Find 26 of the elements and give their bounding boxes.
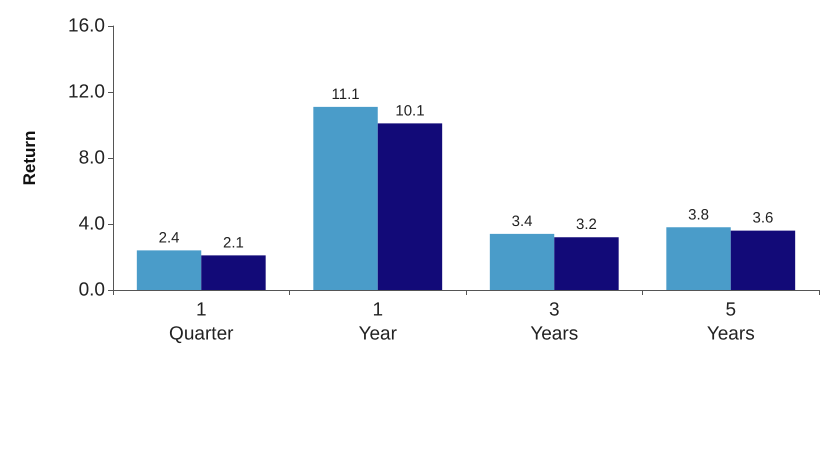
bar bbox=[313, 106, 378, 290]
x-tick-label: 1 Quarter bbox=[169, 300, 234, 344]
y-tick-label: 4.0 bbox=[78, 214, 105, 234]
bar bbox=[490, 234, 554, 290]
bar bbox=[378, 123, 442, 290]
y-axis-title: Return bbox=[20, 130, 39, 186]
y-tick-label: 8.0 bbox=[78, 148, 105, 168]
data-label: 10.1 bbox=[395, 102, 425, 120]
x-tick-label: 3 Years bbox=[530, 300, 578, 344]
y-tick-label: 16.0 bbox=[68, 16, 105, 36]
x-tick-label: 5 Years bbox=[706, 300, 755, 344]
data-label: 3.4 bbox=[512, 212, 532, 230]
bar bbox=[136, 250, 202, 290]
bar bbox=[554, 237, 619, 290]
x-tick-label: 1 Year bbox=[358, 300, 398, 344]
data-label: 11.1 bbox=[331, 86, 360, 103]
bar bbox=[730, 230, 796, 290]
data-label: 3.2 bbox=[576, 216, 597, 234]
bar bbox=[666, 227, 731, 290]
y-tick-label: 12.0 bbox=[68, 82, 105, 102]
data-label: 2.1 bbox=[223, 234, 244, 252]
y-tick-label: 0.0 bbox=[78, 280, 105, 300]
data-label: 3.8 bbox=[688, 206, 709, 224]
data-label: 3.6 bbox=[752, 210, 774, 227]
data-label: 2.4 bbox=[158, 229, 180, 246]
bar bbox=[201, 255, 266, 290]
